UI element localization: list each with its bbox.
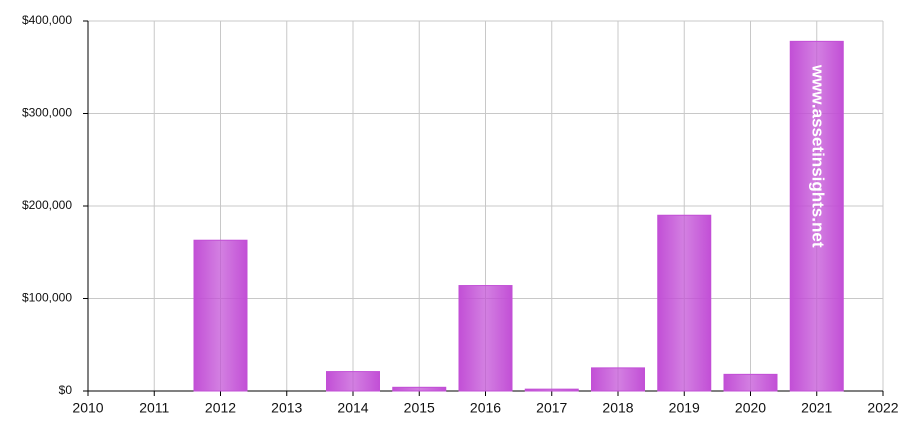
x-tick-label: 2011 — [139, 400, 169, 416]
bar — [458, 285, 513, 392]
bar — [657, 214, 712, 392]
x-tick-label: 2016 — [470, 400, 501, 416]
x-tick-label: 2015 — [404, 400, 435, 416]
y-tick-label: $0 — [59, 383, 73, 397]
y-tick-label: $400,000 — [22, 13, 72, 27]
y-tick-label: $200,000 — [22, 198, 72, 212]
bar — [591, 367, 645, 392]
bar — [524, 388, 579, 392]
bar — [789, 40, 844, 392]
x-tick-label: 2013 — [271, 400, 302, 416]
watermark: www.assetinsights.net — [808, 64, 827, 248]
bar — [326, 371, 380, 392]
x-tick-label: 2012 — [205, 400, 236, 416]
x-tick-label: 2010 — [72, 400, 103, 416]
bar — [723, 373, 778, 392]
x-tick-label: 2019 — [669, 400, 700, 416]
x-tick-label: 2020 — [735, 400, 766, 416]
y-tick-label: $300,000 — [22, 106, 72, 120]
x-tick-label: 2022 — [867, 400, 898, 416]
x-tick-label: 2017 — [536, 400, 567, 416]
y-tick-label: $100,000 — [22, 291, 72, 305]
bar — [392, 386, 447, 392]
x-tick-label: 2018 — [602, 400, 633, 416]
x-tick-label: 2014 — [337, 400, 368, 416]
bar — [193, 239, 248, 392]
x-tick-label: 2021 — [801, 400, 832, 416]
